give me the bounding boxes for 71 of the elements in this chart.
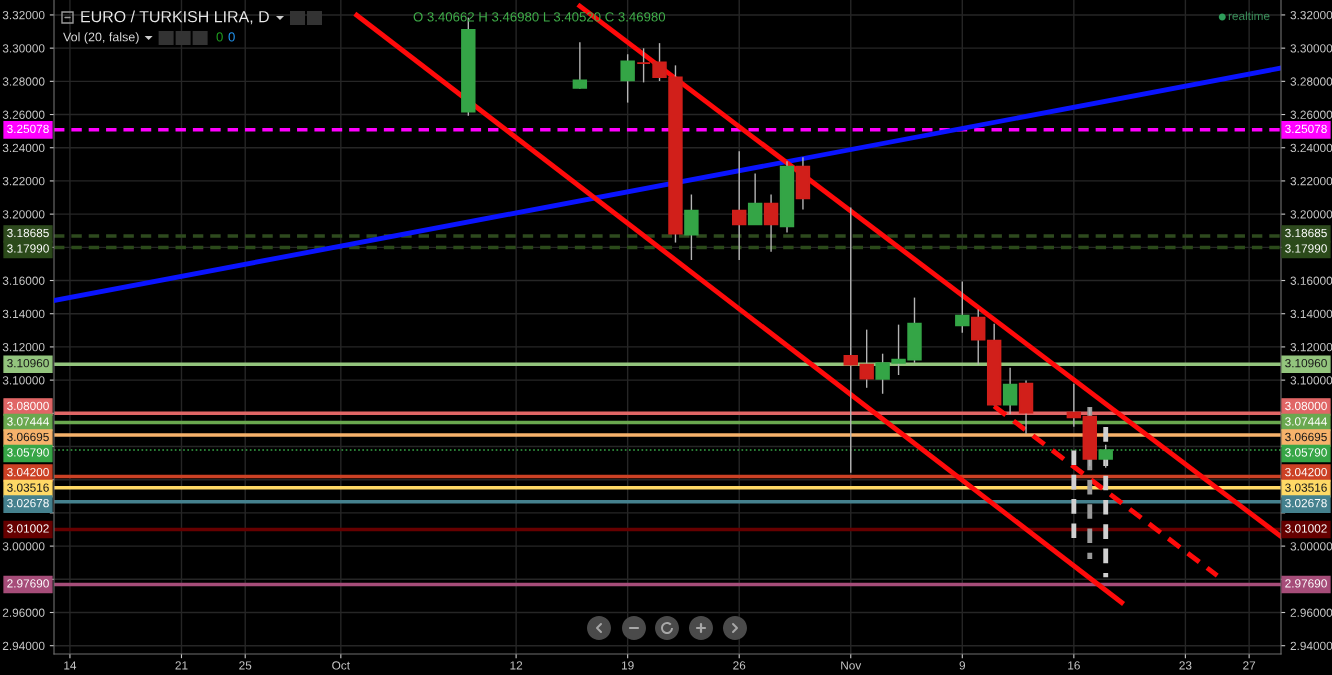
ref-line-label: 3.25078 [1285, 124, 1327, 134]
ref-line-label: 3.05790 [1285, 448, 1327, 457]
y2-tick-label: 2.96000 [1290, 608, 1332, 617]
ref-line-label: 3.03516 [1285, 483, 1327, 492]
y-tick-label: 3.00000 [2, 542, 45, 551]
y-tick-label: 3.30000 [2, 44, 45, 53]
y-tick-label: 3.16000 [2, 276, 45, 285]
x-tick-label: 21 [175, 661, 188, 670]
y2-tick-label: 3.14000 [1290, 309, 1332, 319]
x-tick-label: Oct [332, 661, 350, 670]
y2-tick-label: 3.00000 [1290, 542, 1332, 551]
ref-line-label: 3.17990 [1285, 244, 1327, 253]
ref-line-label: 2.97690 [1285, 579, 1327, 588]
text: 3.17990 [7, 244, 49, 253]
x-tick-label: 23 [1179, 661, 1192, 670]
y2-tick-label: 3.16000 [1290, 276, 1332, 285]
x-tick-label: 26 [733, 661, 746, 670]
ref-line-label: 3.06695 [1285, 432, 1327, 442]
text: 3.02678 [7, 498, 49, 508]
text: 3.05790 [7, 448, 49, 457]
text: 3.08000 [7, 401, 49, 411]
y-tick-label: 2.96000 [2, 608, 45, 617]
y-tick-label: 3.22000 [2, 176, 45, 186]
y2-tick-label: 3.20000 [1290, 210, 1332, 219]
x-tick-label: 27 [1243, 661, 1256, 670]
text: 2.97690 [7, 579, 49, 588]
ref-line-label: 3.18685 [1285, 228, 1327, 238]
y2-tick-label: 3.28000 [1290, 77, 1332, 86]
y2-tick-label: 3.30000 [1290, 44, 1332, 53]
annotation: 0 [216, 32, 223, 42]
y-tick-label: 3.20000 [2, 210, 45, 219]
x-tick-label: 14 [64, 661, 77, 670]
y2-tick-label: 3.12000 [1290, 342, 1332, 352]
x-tick-label: Nov [841, 661, 862, 670]
text: 3.25078 [7, 124, 49, 134]
ref-line-label: 3.01002 [1285, 524, 1327, 533]
y2-tick-label: 3.24000 [1290, 143, 1332, 153]
annotation: realtime [1228, 11, 1270, 21]
y-tick-label: 3.14000 [2, 309, 45, 319]
annotation: 0 [228, 32, 235, 42]
x-tick-label: 12 [510, 661, 523, 670]
y2-tick-label: 3.22000 [1290, 176, 1332, 186]
x-tick-label: 16 [1068, 661, 1080, 670]
x-tick-label: 25 [239, 661, 252, 670]
y2-tick-label: 3.26000 [1290, 110, 1332, 119]
text: EURO / TURKISH LIRA, D [81, 10, 269, 25]
x-tick-label: 9 [959, 661, 966, 670]
text: 3.04200 [7, 467, 49, 477]
ref-line-label: 3.04200 [1285, 467, 1327, 477]
y2-tick-label: 3.32000 [1290, 10, 1332, 20]
x-tick-label: 19 [622, 661, 634, 670]
y-tick-label: 3.28000 [2, 77, 45, 86]
ref-line-label: 3.08000 [1285, 401, 1327, 411]
ref-line-label: 3.10960 [1285, 358, 1327, 368]
y-tick-label: 3.24000 [2, 143, 45, 153]
y-tick-label: 2.94000 [2, 641, 45, 651]
y-tick-label: 3.32000 [2, 10, 45, 20]
text: 3.03516 [7, 483, 49, 492]
y2-tick-label: 2.94000 [1290, 641, 1332, 651]
ref-line-label: 3.02678 [1285, 498, 1327, 508]
text: 3.10960 [7, 358, 49, 368]
text: 3.18685 [7, 228, 49, 238]
ref-line-label: 3.07444 [1285, 417, 1327, 426]
y-tick-label: 3.10000 [2, 376, 45, 385]
annotation: Vol (20, false) [63, 32, 139, 44]
text: 3.01002 [7, 524, 49, 533]
text: 3.07444 [7, 417, 49, 426]
y2-tick-label: 3.10000 [1290, 376, 1332, 385]
y-tick-label: 3.26000 [2, 110, 45, 119]
y-tick-label: 3.12000 [2, 342, 45, 352]
text: 3.06695 [7, 432, 49, 442]
